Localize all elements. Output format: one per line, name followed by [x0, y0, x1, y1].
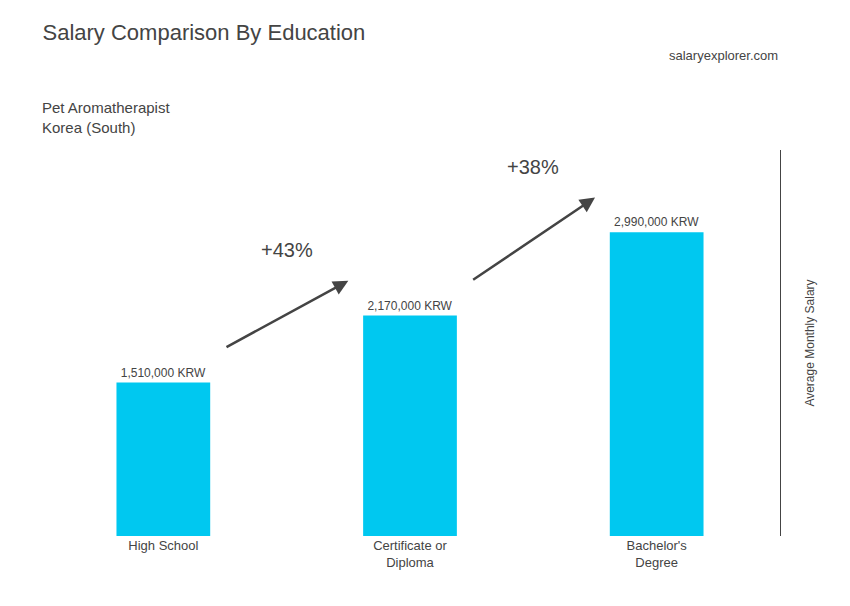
svg-text:Pet AromatherapistKorea (South: Pet AromatherapistKorea (South) [42, 99, 170, 136]
svg-text:salaryexplorer.com: salaryexplorer.com [669, 48, 778, 63]
svg-text:Certificate orDiploma: Certificate orDiploma [373, 538, 447, 570]
svg-text:Salary Comparison By Education: Salary Comparison By Education [43, 20, 366, 45]
svg-text:High School: High School [128, 538, 198, 553]
svg-text:Average Monthly Salary: Average Monthly Salary [803, 279, 817, 406]
svg-text:2,990,000 KRW: 2,990,000 KRW [614, 215, 699, 229]
svg-text:2,170,000 KRW: 2,170,000 KRW [367, 299, 452, 313]
svg-text:+38%: +38% [507, 156, 559, 178]
svg-text:1,510,000 KRW: 1,510,000 KRW [121, 366, 206, 380]
svg-text:+43%: +43% [261, 239, 313, 261]
svg-text:Bachelor'sDegree: Bachelor'sDegree [627, 538, 688, 570]
